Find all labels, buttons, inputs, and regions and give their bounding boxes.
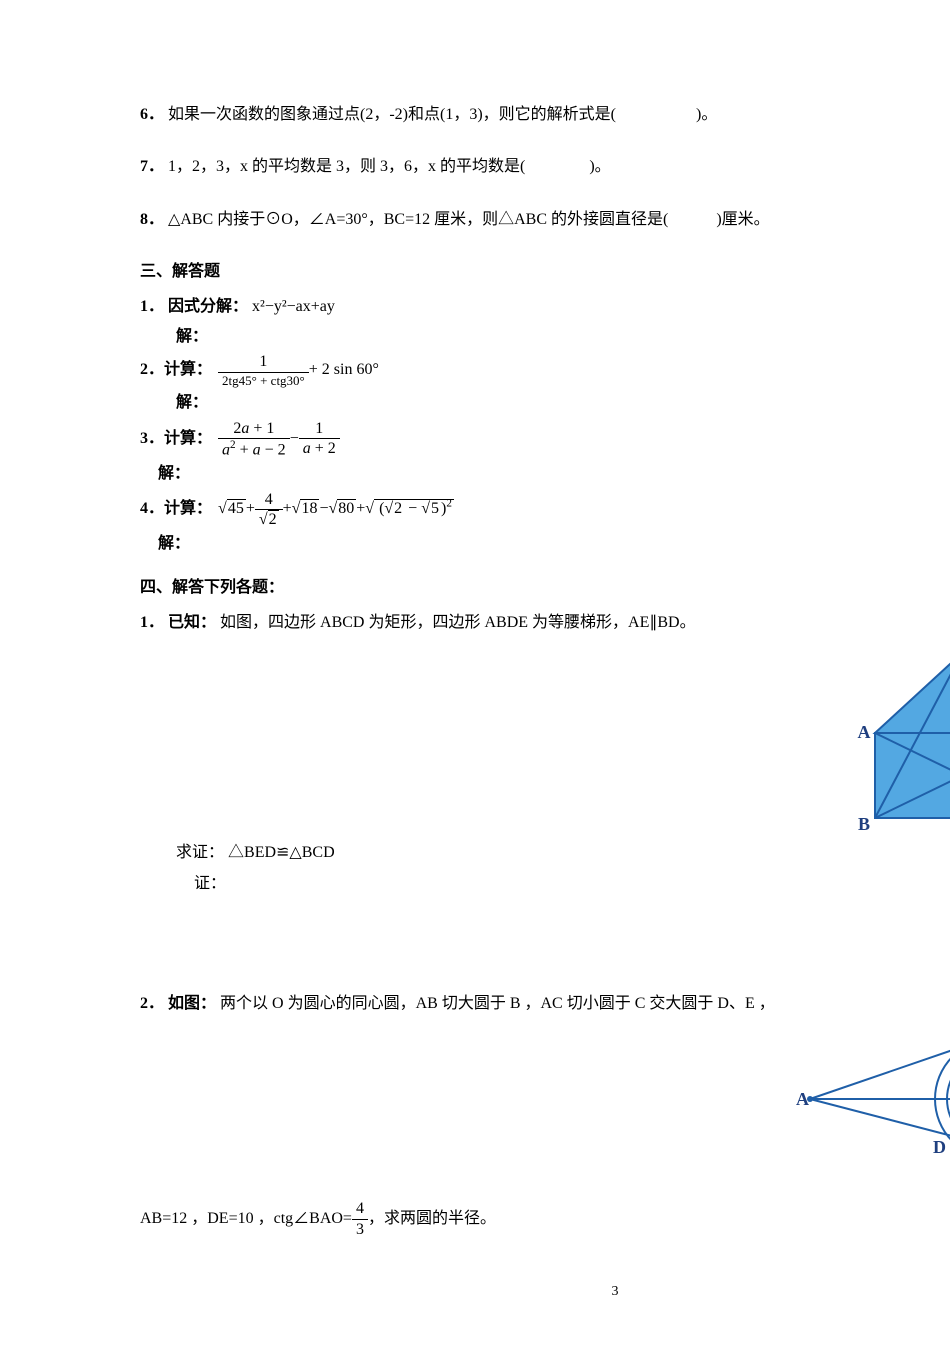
q6-text: 如果一次函数的图象通过点(2，-2)和点(1，3)，则它的解析式是( )。 [168,106,717,123]
question-6: 6． 如果一次函数的图象通过点(2，-2)和点(1，3)，则它的解析式是( )。 [140,100,950,130]
solve-q4: 4． 计算： 45 + 4 2 + 18 − 80 + (2 − 5)2 [140,490,950,529]
line-ae [810,1099,950,1161]
label-B: B [858,814,870,834]
s3-f1-bot-v2: a [253,441,261,458]
tri-aed [875,653,950,733]
g1-prove: 求证： △BED≌△BCD [176,838,950,868]
s2-label: 计算： [164,355,212,385]
q7-text: 1，2，3，x 的平均数是 3，则 3，6，x 的平均数是( )。 [168,158,611,175]
s2-plus-term: + 2 sin 60° [309,355,379,385]
s4-sqrt18: 18 [292,494,320,524]
solve-q2: 2． 计算： 1 2tg45° + ctg30° + 2 sin 60° [140,352,950,388]
g2-figure: B A O D C E [790,1019,950,1189]
q7-number: 7． [140,158,164,175]
s3-f2-bot-v: a [303,440,311,457]
q8-number: 8． [140,211,164,228]
g1-proof-label: 证： [194,869,950,899]
s3-f1-bot-ra: + [236,441,253,458]
g2-line2: AB=12 ，DE=10 ，ctg∠BAO= 4 3 ，求两圆的半径。 [140,1199,950,1238]
geom-q2: 2． 如图： 两个以 O 为圆心的同心圆，AB 切大圆于 B ，AC 切小圆于 … [140,989,950,1019]
label-A2: A [796,1089,809,1109]
s4-frac-bot: 2 [268,510,279,528]
s3-f2-top: 1 [299,419,340,439]
s4-minus: − [319,494,328,524]
s4-frac-top: 4 [255,490,283,510]
g2-line2-b: ，求两圆的半径。 [368,1204,496,1234]
q8-text: △ABC 内接于⊙O，∠A=30°，BC=12 厘米，则△ABC 的外接圆直径是… [168,211,770,228]
s2-number: 2． [140,355,164,385]
s4-sqrt45: 45 [218,494,246,524]
g2-label: 如图： [168,995,216,1012]
s2-frac-top: 1 [218,352,309,372]
s3-answer: 解： [158,459,950,489]
question-7: 7． 1，2，3，x 的平均数是 3，则 3，6，x 的平均数是( )。 [140,152,950,182]
label-A: A [858,722,871,742]
label-D2: D [933,1137,946,1157]
g2-text: 两个以 O 为圆心的同心圆，AB 切大圆于 B ，AC 切小圆于 C 交大圆于 … [220,995,775,1012]
s2-fraction: 1 2tg45° + ctg30° [218,352,309,388]
s4-label: 计算： [164,494,212,524]
g1-prove-text: △BED≌△BCD [228,844,335,861]
section-4-title: 四、解答下列各题： [140,573,950,603]
s3-minus: − [290,424,299,454]
s4-plus2: + [283,494,292,524]
line-ab [810,1042,950,1099]
s4-answer: 解： [158,529,950,559]
g1-text: 如图，四边形 ABCD 为矩形，四边形 ABDE 为等腰梯形，AE∥BD。 [220,614,696,631]
s3-f1-top-r: + 1 [249,420,274,437]
g2-line2-a: AB=12 ，DE=10 ，ctg∠BAO= [140,1204,352,1234]
geom-q1: 1． 已知： 如图，四边形 ABCD 为矩形，四边形 ABDE 为等腰梯形，AE… [140,608,950,638]
q6-number: 6． [140,106,164,123]
s1-number: 1． [140,298,164,315]
s1-answer: 解： [176,322,950,352]
s4-plus1: + [246,494,255,524]
g2-figure-row: B A O D C E [140,1019,950,1189]
g1-number: 1． [140,614,164,631]
g1-figure-row: E A D B C [140,638,950,838]
g1-prove-label: 求证： [176,844,224,861]
s1-label: 因式分解： [168,298,248,315]
s2-frac-bot: 2tg45° + ctg30° [218,373,309,389]
s4-frac: 4 2 [255,490,283,529]
s3-frac1: 2a + 1 a2 + a − 2 [218,419,290,460]
s2-answer: 解： [176,388,950,418]
g2-frac: 4 3 [352,1199,368,1238]
s4-sqrt-nested: (2 − 5)2 [365,494,454,525]
s3-f1-bot-v1: a [222,441,230,458]
question-8: 8． △ABC 内接于⊙O，∠A=30°，BC=12 厘米，则△ABC 的外接圆… [140,205,950,235]
s3-frac2: 1 a + 2 [299,419,340,458]
s3-label: 计算： [164,424,212,454]
s1-expr: x²−y²−ax+ay [252,298,335,315]
s4-sqrt80: 80 [328,494,356,524]
g1-label: 已知： [168,614,216,631]
page-number: 3 [140,1279,950,1306]
section-3-title: 三、解答题 [140,257,950,287]
s3-f1-bot-rb: − 2 [261,441,286,458]
g2-frac-top: 4 [352,1199,368,1219]
g1-figure: E A D B C [850,638,950,838]
s3-f2-bot-r: + 2 [311,440,336,457]
s4-number: 4． [140,494,164,524]
g2-frac-bot: 3 [352,1220,368,1239]
s3-number: 3． [140,424,164,454]
solve-q3: 3． 计算： 2a + 1 a2 + a − 2 − 1 a + 2 [140,419,950,460]
solve-q1: 1． 因式分解： x²−y²−ax+ay [140,292,950,322]
s4-plus3: + [356,494,365,524]
g2-number: 2． [140,995,164,1012]
